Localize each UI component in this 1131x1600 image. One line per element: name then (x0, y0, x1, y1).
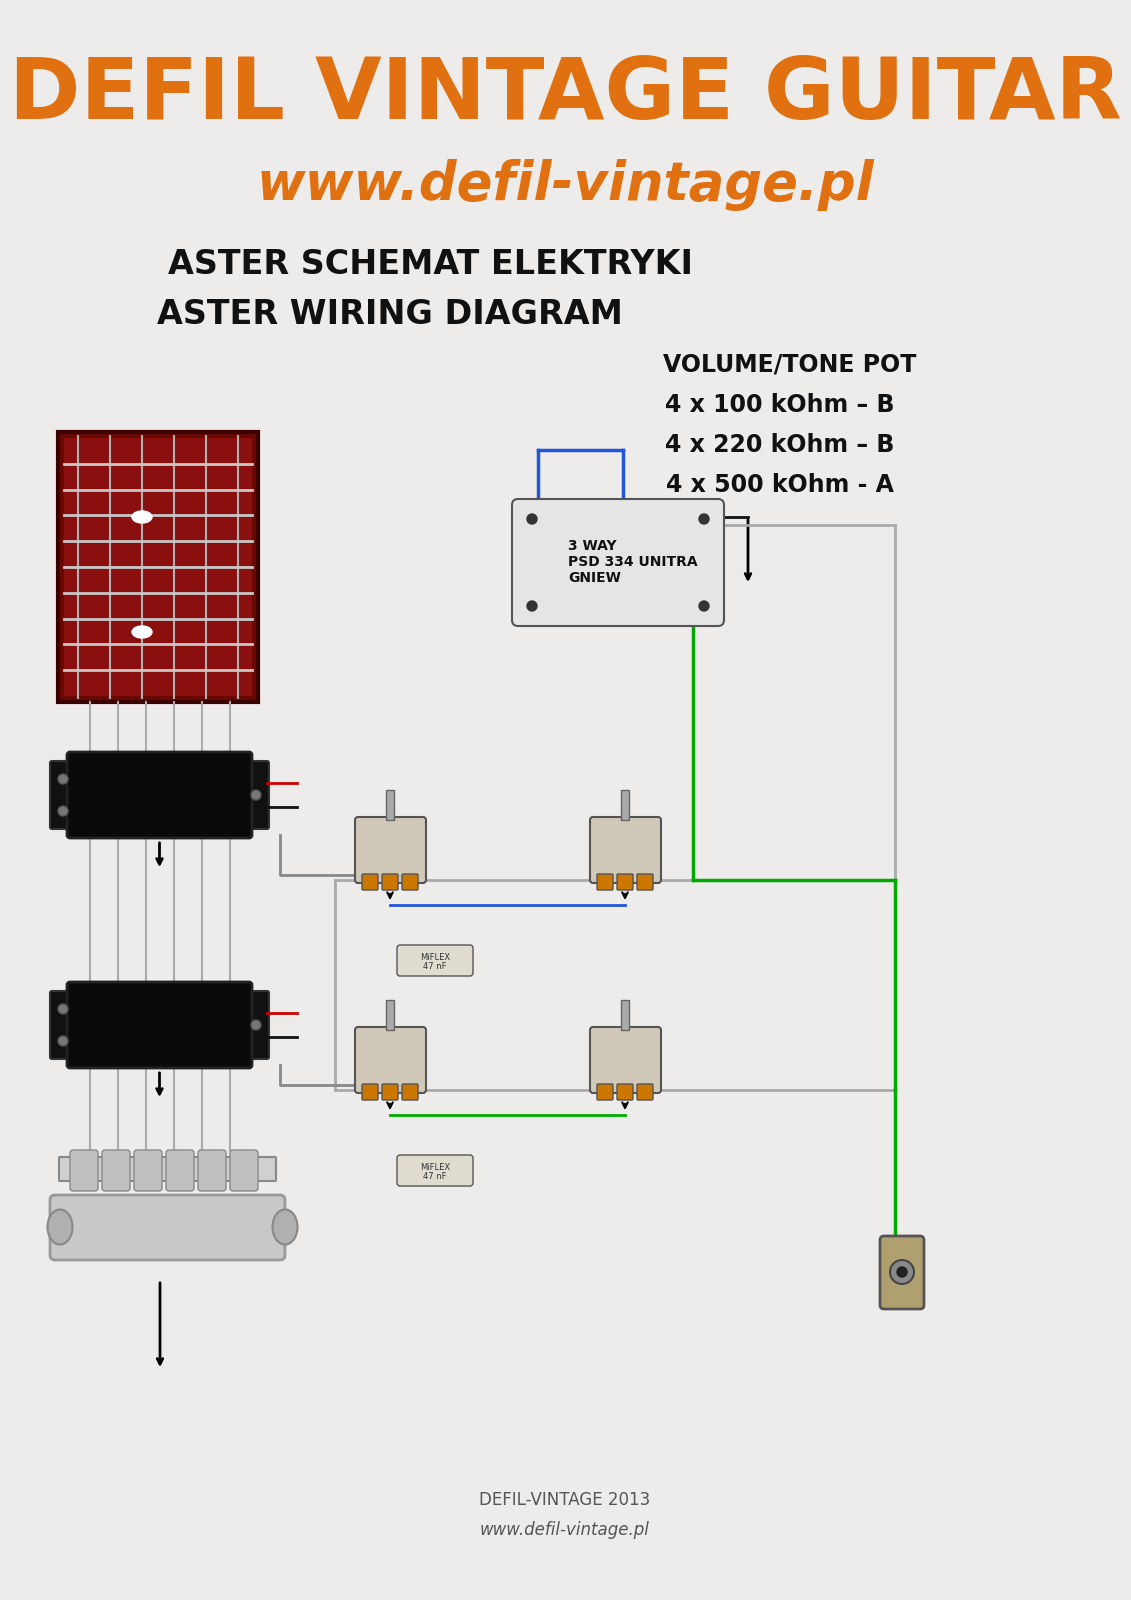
Circle shape (58, 1037, 68, 1046)
FancyBboxPatch shape (67, 982, 252, 1069)
Text: 4 x 220 kOhm – B: 4 x 220 kOhm – B (665, 434, 895, 458)
Ellipse shape (132, 510, 152, 523)
FancyBboxPatch shape (597, 1085, 613, 1101)
FancyBboxPatch shape (397, 1155, 473, 1186)
Bar (621, 1000, 629, 1030)
Text: 4 x 100 kOhm – B: 4 x 100 kOhm – B (665, 394, 895, 418)
FancyBboxPatch shape (618, 874, 633, 890)
Bar (386, 1000, 394, 1030)
FancyBboxPatch shape (512, 499, 724, 626)
Circle shape (527, 602, 537, 611)
Bar (621, 790, 629, 819)
Text: www.defil-vintage.pl: www.defil-vintage.pl (256, 158, 874, 211)
Text: DEFIL VINTAGE GUITAR: DEFIL VINTAGE GUITAR (9, 53, 1122, 136)
Circle shape (251, 790, 261, 800)
Text: VOLUME/TONE POT: VOLUME/TONE POT (663, 354, 917, 378)
Text: 3 WAY
PSD 334 UNITRA
GNIEW: 3 WAY PSD 334 UNITRA GNIEW (568, 539, 698, 586)
FancyBboxPatch shape (382, 1085, 398, 1101)
FancyBboxPatch shape (880, 1235, 924, 1309)
FancyBboxPatch shape (402, 1085, 418, 1101)
Circle shape (251, 1021, 261, 1030)
Circle shape (699, 602, 709, 611)
FancyBboxPatch shape (618, 1085, 633, 1101)
Circle shape (890, 1261, 914, 1283)
Text: MiFLEX
47 nF: MiFLEX 47 nF (420, 1163, 450, 1181)
Circle shape (58, 774, 68, 784)
FancyBboxPatch shape (67, 752, 252, 838)
Text: www.defil-vintage.pl: www.defil-vintage.pl (480, 1522, 650, 1539)
Text: ASTER SCHEMAT ELEKTRYKI: ASTER SCHEMAT ELEKTRYKI (167, 248, 692, 282)
Bar (58, 432, 258, 702)
Ellipse shape (132, 626, 152, 638)
Text: DEFIL-VINTAGE 2013: DEFIL-VINTAGE 2013 (480, 1491, 650, 1509)
FancyBboxPatch shape (230, 1150, 258, 1190)
Bar (64, 438, 252, 696)
FancyBboxPatch shape (166, 1150, 195, 1190)
FancyBboxPatch shape (362, 1085, 378, 1101)
FancyBboxPatch shape (637, 1085, 653, 1101)
FancyBboxPatch shape (597, 874, 613, 890)
FancyBboxPatch shape (50, 990, 76, 1059)
FancyBboxPatch shape (397, 946, 473, 976)
FancyBboxPatch shape (50, 762, 76, 829)
FancyBboxPatch shape (637, 874, 653, 890)
FancyBboxPatch shape (59, 1157, 276, 1181)
FancyBboxPatch shape (198, 1150, 226, 1190)
Circle shape (527, 514, 537, 525)
FancyBboxPatch shape (382, 874, 398, 890)
FancyBboxPatch shape (70, 1150, 98, 1190)
FancyBboxPatch shape (402, 874, 418, 890)
Ellipse shape (48, 1210, 72, 1245)
FancyBboxPatch shape (590, 1027, 661, 1093)
Circle shape (699, 514, 709, 525)
Text: MiFLEX
47 nF: MiFLEX 47 nF (420, 952, 450, 971)
FancyBboxPatch shape (243, 990, 269, 1059)
FancyBboxPatch shape (590, 818, 661, 883)
FancyBboxPatch shape (50, 1195, 285, 1261)
FancyBboxPatch shape (362, 874, 378, 890)
FancyBboxPatch shape (355, 818, 426, 883)
Text: ASTER WIRING DIAGRAM: ASTER WIRING DIAGRAM (157, 299, 623, 331)
FancyBboxPatch shape (243, 762, 269, 829)
Circle shape (897, 1267, 907, 1277)
Circle shape (58, 1005, 68, 1014)
FancyBboxPatch shape (102, 1150, 130, 1190)
Bar (386, 790, 394, 819)
FancyBboxPatch shape (355, 1027, 426, 1093)
FancyBboxPatch shape (133, 1150, 162, 1190)
Ellipse shape (273, 1210, 297, 1245)
Circle shape (58, 806, 68, 816)
Text: 4 x 500 kOhm - A: 4 x 500 kOhm - A (666, 474, 893, 498)
